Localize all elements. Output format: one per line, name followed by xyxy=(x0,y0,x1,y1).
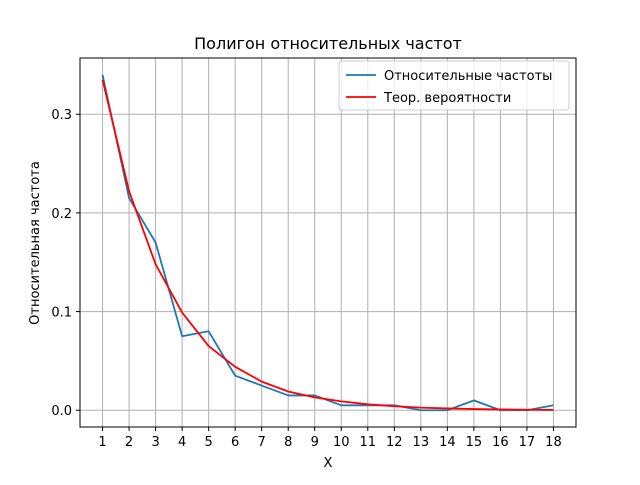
series-line-0 xyxy=(101,74,554,412)
chart-title: Полигон относительных частот xyxy=(194,34,462,53)
x-tick-label: 8 xyxy=(284,435,292,450)
series-lines xyxy=(101,74,554,412)
x-tick-label: 12 xyxy=(386,435,403,450)
x-tick-label: 6 xyxy=(231,435,239,450)
legend-label-theoretical-probabilities: Теор. вероятности xyxy=(383,91,511,106)
legend-box xyxy=(338,60,570,111)
x-tick-label: 5 xyxy=(205,435,213,450)
x-tick-label: 18 xyxy=(545,435,562,450)
x-tick-label: 11 xyxy=(360,435,377,450)
x-tick-label: 16 xyxy=(492,435,509,450)
x-axis-label: X xyxy=(324,456,333,471)
x-tick-label: 7 xyxy=(258,435,266,450)
x-tick-label: 1 xyxy=(98,435,106,450)
y-tick-label: 0.2 xyxy=(51,207,72,222)
y-tick-label: 0.3 xyxy=(51,108,72,123)
x-tick-label: 17 xyxy=(519,435,536,450)
legend-label-relative-frequencies: Относительные частоты xyxy=(384,69,552,84)
x-tick-label: 10 xyxy=(333,435,350,450)
plot-frame xyxy=(79,57,577,428)
x-tick-label: 14 xyxy=(439,435,456,450)
series-line-1 xyxy=(101,79,554,411)
x-axis: 1 2 3 4 5 6 7 8 9 10 11 12 13 14 15 16 17 18 xyxy=(98,427,562,450)
y-axis-label: Относительная частота xyxy=(28,161,43,325)
x-tick-label: 4 xyxy=(178,435,186,450)
y-tick-label: 0.0 xyxy=(51,404,72,419)
legend: Относительные частоты Теор. вероятности xyxy=(338,60,570,111)
x-tick-label: 15 xyxy=(466,435,483,450)
x-tick-label: 2 xyxy=(125,435,133,450)
x-tick-label: 13 xyxy=(413,435,430,450)
x-tick-label: 9 xyxy=(311,435,319,450)
y-axis: 0.0 0.1 0.2 0.3 xyxy=(51,108,80,419)
y-tick-label: 0.1 xyxy=(51,306,72,321)
x-tick-label: 3 xyxy=(151,435,159,450)
